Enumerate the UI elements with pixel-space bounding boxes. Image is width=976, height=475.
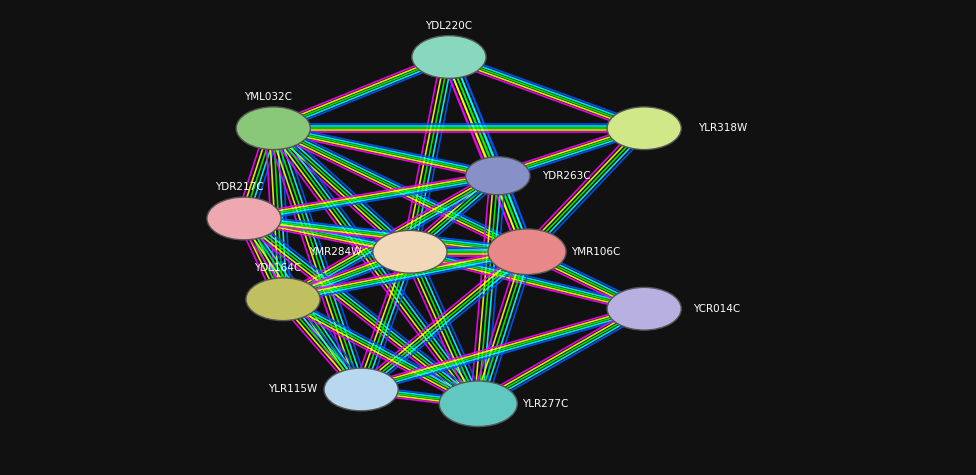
Ellipse shape xyxy=(439,381,517,427)
Ellipse shape xyxy=(466,157,530,195)
Text: YML032C: YML032C xyxy=(244,92,293,102)
Ellipse shape xyxy=(207,197,281,240)
Text: YMR106C: YMR106C xyxy=(571,247,621,257)
Ellipse shape xyxy=(246,278,320,321)
Ellipse shape xyxy=(373,230,447,273)
Text: YDR263C: YDR263C xyxy=(542,171,590,181)
Text: YCR014C: YCR014C xyxy=(693,304,740,314)
Ellipse shape xyxy=(412,36,486,78)
Text: YDL220C: YDL220C xyxy=(426,21,472,31)
Ellipse shape xyxy=(488,229,566,275)
Text: YLR277C: YLR277C xyxy=(522,399,569,409)
Ellipse shape xyxy=(607,287,681,330)
Text: YDR217C: YDR217C xyxy=(215,182,264,192)
Text: YMR284W: YMR284W xyxy=(308,247,361,257)
Text: YLR115W: YLR115W xyxy=(268,384,317,395)
Text: YLR318W: YLR318W xyxy=(698,123,747,133)
Ellipse shape xyxy=(607,107,681,150)
Ellipse shape xyxy=(324,368,398,411)
Ellipse shape xyxy=(236,107,310,150)
Text: YDL164C: YDL164C xyxy=(255,263,302,273)
